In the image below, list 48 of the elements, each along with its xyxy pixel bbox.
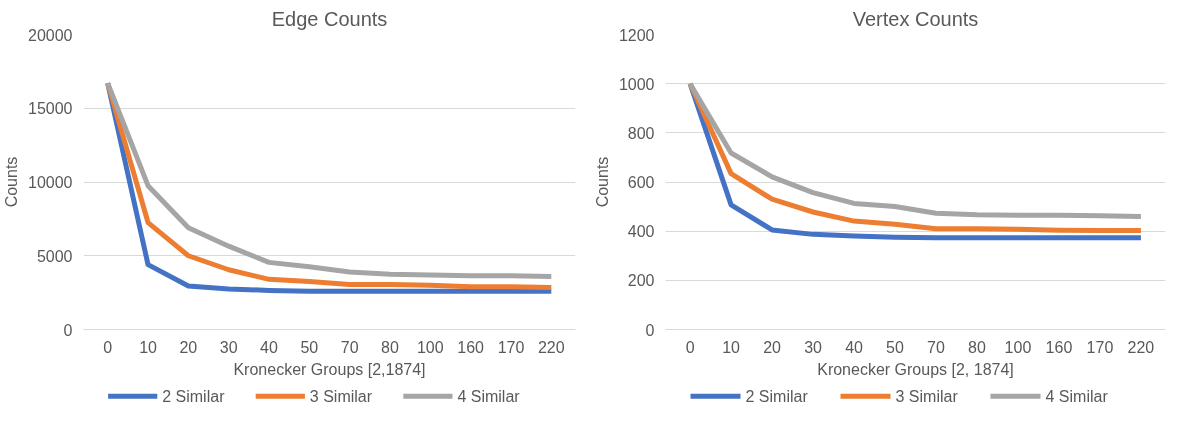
x-tick-label: 80 [381,338,399,356]
x-tick-label: 100 [1004,338,1032,356]
y-tick-label: 1000 [618,75,655,93]
y-tick-label: 800 [627,124,655,142]
x-tick-label: 160 [457,338,485,356]
y-tick-label: 1200 [618,26,655,44]
x-tick-label: 70 [340,338,359,356]
legend-label: 2 Similar [162,387,226,405]
legend-label: 3 Similar [309,387,373,405]
x-tick-label: 170 [497,338,525,356]
legend-label: 4 Similar [457,387,521,405]
x-tick-label: 170 [1086,338,1114,356]
y-axis-title: Counts [593,156,611,208]
x-tick-label: 20 [179,338,198,356]
x-tick-label: 160 [1045,338,1073,356]
y-tick-label: 0 [63,321,73,339]
y-tick-label: 10000 [28,174,73,191]
y-tick-label: 200 [627,272,655,290]
y-tick-label: 600 [627,174,655,191]
chart-title: Edge Counts [271,7,388,30]
x-tick-label: 220 [1127,338,1155,356]
x-tick-label: 0 [103,338,113,356]
legend-label: 4 Similar [1045,387,1109,405]
x-axis-title: Kronecker Groups [2, 1874] [817,360,1014,378]
y-tick-label: 20000 [28,26,73,44]
y-tick-label: 15000 [28,100,73,118]
x-tick-label: 30 [219,338,238,356]
x-tick-label: 50 [300,338,319,356]
x-tick-label: 10 [722,338,741,356]
x-tick-label: 100 [416,338,444,356]
x-tick-label: 0 [685,338,695,356]
y-tick-label: 5000 [36,247,73,265]
x-tick-label: 10 [139,338,158,356]
chart-title: Vertex Counts [852,7,979,30]
x-tick-label: 20 [763,338,782,356]
legend-label: 2 Similar [745,387,809,405]
y-axis-title: Counts [3,156,21,208]
legend-label: 3 Similar [895,387,959,405]
x-tick-label: 30 [804,338,823,356]
x-tick-label: 70 [927,338,945,356]
x-tick-label: 40 [260,338,279,356]
y-tick-label: 0 [645,321,655,339]
x-axis-title: Kronecker Groups [2,1874] [233,360,426,378]
x-tick-label: 50 [886,338,905,356]
x-tick-label: 40 [845,338,864,356]
x-tick-label: 220 [537,338,565,356]
y-tick-label: 400 [627,223,655,241]
x-tick-label: 80 [968,338,986,356]
